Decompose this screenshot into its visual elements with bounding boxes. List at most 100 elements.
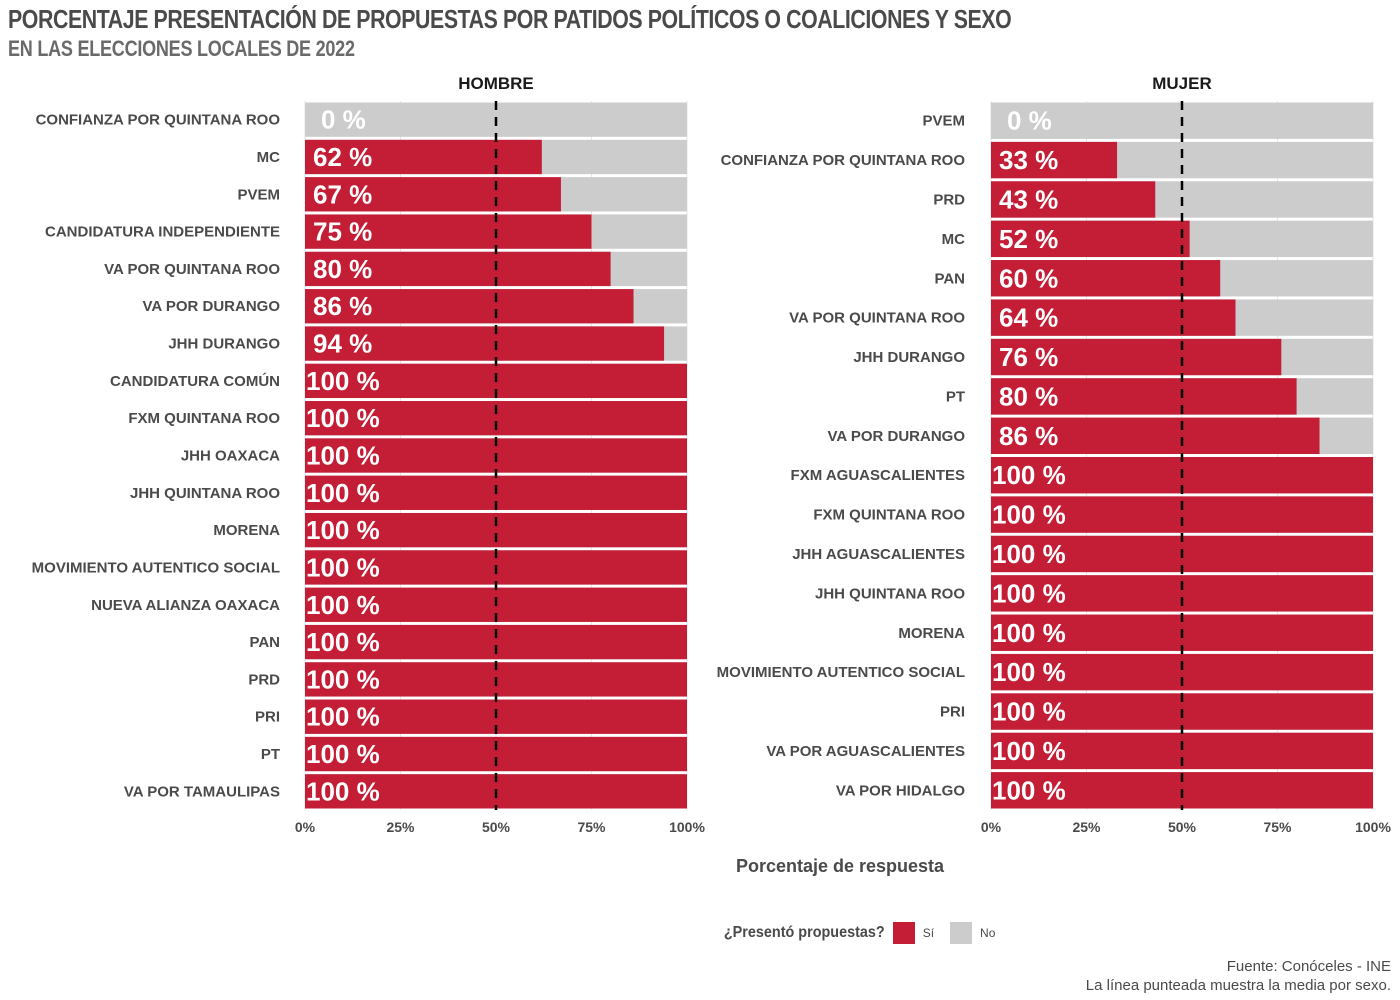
data-label: 100 % <box>306 664 380 694</box>
bar-si <box>305 289 634 324</box>
x-tick-label: 25% <box>1072 819 1101 835</box>
category-label: JHH QUINTANA ROO <box>130 485 280 502</box>
category-label: MC <box>257 149 280 166</box>
data-label: 76 % <box>999 342 1058 372</box>
legend-title: ¿Presentó propuestas? <box>723 924 885 941</box>
data-label: 80 % <box>999 381 1058 411</box>
category-label: PT <box>946 388 965 405</box>
data-label: 100 % <box>306 739 380 769</box>
data-label: 86 % <box>313 291 372 321</box>
category-label: CONFIANZA POR QUINTANA ROO <box>721 152 966 169</box>
category-label: PVEM <box>922 113 965 130</box>
data-label: 100 % <box>306 590 380 620</box>
category-label: JHH AGUASCALIENTES <box>792 546 965 563</box>
data-label: 100 % <box>306 441 380 471</box>
category-label: PVEM <box>237 186 280 203</box>
x-tick-label: 75% <box>577 819 606 835</box>
category-label: NUEVA ALIANZA OAXACA <box>91 597 280 614</box>
category-label: MC <box>942 231 965 248</box>
x-tick-label: 0% <box>295 819 316 835</box>
facet-title-mujer: MUJER <box>1152 74 1212 93</box>
legend: ¿Presentó propuestas? Sí No <box>706 921 1011 945</box>
data-label: 100 % <box>992 539 1066 569</box>
data-label: 100 % <box>306 515 380 545</box>
x-tick-label: 0% <box>981 819 1002 835</box>
category-label: JHH QUINTANA ROO <box>815 585 965 602</box>
x-tick-label: 100% <box>669 819 705 835</box>
facet-title-hombre: HOMBRE <box>458 74 534 93</box>
chart-title: PORCENTAJE PRESENTACIÓN DE PROPUESTAS PO… <box>8 4 1012 34</box>
legend-key-no <box>950 922 973 944</box>
data-label: 0 % <box>1007 106 1052 136</box>
category-label: PRD <box>933 191 965 208</box>
bar-chart: HOMBRE CONFIANZA POR QUINTANA ROO 0 % MC 62 … <box>32 74 1392 835</box>
x-tick-label: 75% <box>1263 819 1292 835</box>
legend-label-no: No <box>980 926 996 940</box>
data-label: 100 % <box>992 697 1066 727</box>
category-label: VA POR TAMAULIPAS <box>124 783 280 800</box>
category-label: MORENA <box>213 522 280 539</box>
category-label: PAN <box>934 270 965 287</box>
category-label: FXM QUINTANA ROO <box>128 410 280 427</box>
data-label: 94 % <box>313 329 372 359</box>
source-note: Fuente: Conóceles - INE La línea puntead… <box>1086 957 1391 995</box>
bar-si <box>305 214 592 249</box>
x-axis-title: Porcentaje de respuesta <box>735 856 945 876</box>
category-label: MORENA <box>898 625 965 642</box>
category-label: CANDIDATURA COMÚN <box>110 372 280 390</box>
category-label: FXM AGUASCALIENTES <box>791 467 965 484</box>
data-label: 80 % <box>313 254 372 284</box>
data-label: 0 % <box>321 105 366 135</box>
category-label: MOVIMIENTO AUTENTICO SOCIAL <box>32 559 280 576</box>
data-label: 33 % <box>999 145 1058 175</box>
data-label: 43 % <box>999 184 1058 214</box>
source-text: Fuente: Conóceles - INE <box>1226 958 1391 975</box>
category-label: VA POR AGUASCALIENTES <box>766 743 965 760</box>
category-label: CONFIANZA POR QUINTANA ROO <box>36 112 281 129</box>
data-label: 100 % <box>306 552 380 582</box>
category-label: JHH OAXACA <box>181 448 280 465</box>
category-label: CANDIDATURA INDEPENDIENTE <box>45 224 280 241</box>
bar-si <box>991 181 1156 218</box>
data-label: 100 % <box>306 366 380 396</box>
category-label: VA POR QUINTANA ROO <box>789 310 965 327</box>
category-label: PT <box>261 746 280 763</box>
x-tick-label: 100% <box>1355 819 1391 835</box>
category-label: PRI <box>940 704 965 721</box>
x-tick-label: 50% <box>1168 819 1197 835</box>
data-label: 100 % <box>306 627 380 657</box>
legend-key-si <box>892 922 915 944</box>
data-label: 100 % <box>992 736 1066 766</box>
bar-si <box>991 417 1320 454</box>
data-label: 100 % <box>992 578 1066 608</box>
data-label: 86 % <box>999 421 1058 451</box>
data-label: 100 % <box>306 776 380 806</box>
data-label: 60 % <box>999 263 1058 293</box>
category-label: VA POR DURANGO <box>142 298 280 315</box>
data-label: 52 % <box>999 224 1058 254</box>
x-tick-label: 50% <box>482 819 511 835</box>
legend-label-si: Sí <box>922 926 935 940</box>
data-label: 100 % <box>992 657 1066 687</box>
data-label: 64 % <box>999 303 1058 333</box>
data-label: 67 % <box>313 179 372 209</box>
bar-si <box>991 378 1297 415</box>
category-label: JHH DURANGO <box>853 349 965 366</box>
chart-subtitle: EN LAS ELECCIONES LOCALES DE 2022 <box>8 36 355 61</box>
bar-si <box>305 139 542 175</box>
data-label: 100 % <box>306 403 380 433</box>
category-label: VA POR DURANGO <box>827 428 965 445</box>
category-label: PRI <box>255 709 280 726</box>
category-label: FXM QUINTANA ROO <box>813 507 965 524</box>
bar-si <box>991 220 1190 258</box>
category-label: JHH DURANGO <box>168 336 280 353</box>
category-label: VA POR HIDALGO <box>836 782 966 799</box>
data-label: 62 % <box>313 142 372 172</box>
category-label: VA POR QUINTANA ROO <box>104 261 280 278</box>
footnote-text: La línea punteada muestra la media por s… <box>1085 977 1391 994</box>
category-label: MOVIMIENTO AUTENTICO SOCIAL <box>717 664 965 681</box>
data-label: 100 % <box>992 460 1066 490</box>
bar-si <box>305 251 611 287</box>
data-label: 75 % <box>313 217 372 247</box>
bar-si <box>991 141 1118 179</box>
